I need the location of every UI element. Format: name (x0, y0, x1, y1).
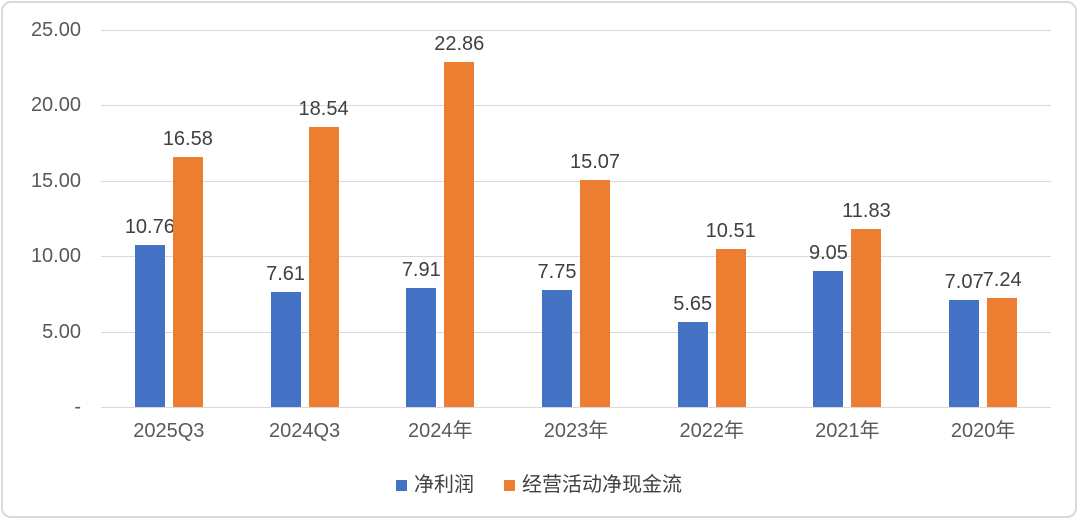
x-axis-category-label: 2024年 (408, 420, 473, 442)
legend: 净利润 经营活动净现金流 (3, 473, 1075, 497)
gridline (101, 256, 1051, 258)
net-profit-bar-2025Q3 (134, 244, 165, 407)
gridline (101, 331, 1051, 333)
operating-cash-flow-bar-2024Q3 (308, 127, 339, 407)
operating-cash-flow-bar-2023年 (580, 179, 610, 407)
net-profit-bar-2023年 (542, 290, 572, 407)
legend-item-net-profit: 净利润 (396, 473, 474, 497)
operating-cash-flow-bar-2022年 (715, 248, 746, 407)
net-profit-value-label: 7.07 (944, 271, 984, 294)
gridline (101, 105, 1051, 107)
gridline (101, 407, 1051, 408)
x-axis-category-label: 2023年 (543, 420, 609, 442)
y-axis-tick-label: 25.00 (30, 19, 81, 41)
operating-cash-flow-bar-2021年 (851, 228, 882, 407)
operating-cash-flow-value-label: 18.54 (298, 98, 349, 121)
net-profit-bar-2021年 (813, 270, 844, 407)
net-profit-value-label: 7.75 (537, 261, 577, 284)
legend-swatch-icon (504, 479, 515, 491)
net-profit-bar-2024年 (406, 287, 437, 407)
operating-cash-flow-bar-2024年 (444, 62, 475, 407)
gridline (101, 30, 1051, 31)
net-profit-value-label: 7.61 (266, 263, 306, 286)
operating-cash-flow-value-label: 11.83 (842, 199, 891, 222)
plot-area: 25.00 20.00 15.00 10.00 5.00 - 10.76 16.58 2025Q… (3, 3, 1075, 516)
operating-cash-flow-value-label: 15.07 (569, 150, 621, 173)
operating-cash-flow-bar-2025Q3 (172, 156, 203, 407)
net-profit-bar-2022年 (677, 321, 708, 407)
net-profit-value-label: 7.91 (401, 258, 441, 281)
net-profit-value-label: 5.65 (673, 292, 713, 315)
net-profit-value-label: 9.05 (808, 241, 848, 264)
legend-item-operating-cash-flow: 经营活动净现金流 (504, 473, 682, 497)
x-axis-category-label: 2022年 (679, 420, 744, 442)
x-axis-category-label: 2020年 (950, 420, 1016, 442)
y-axis-tick-label: 5.00 (42, 320, 81, 343)
operating-cash-flow-bar-2020年 (987, 297, 1018, 407)
operating-cash-flow-value-label: 16.58 (162, 127, 213, 150)
legend-label: 净利润 (414, 474, 474, 496)
operating-cash-flow-value-label: 22.86 (434, 33, 485, 56)
y-axis-tick-label: 20.00 (30, 94, 81, 117)
x-axis-category-label: 2024Q3 (268, 420, 341, 442)
net-profit-bar-2024Q3 (270, 292, 301, 407)
x-axis-category-label: 2025Q3 (133, 420, 205, 442)
net-profit-value-label: 10.76 (124, 215, 175, 238)
operating-cash-flow-value-label: 7.24 (982, 268, 1022, 291)
legend-swatch-icon (396, 479, 407, 491)
net-profit-bar-2020年 (949, 300, 980, 407)
legend-label: 经营活动净现金流 (522, 474, 682, 496)
gridline (101, 180, 1051, 182)
x-axis-category-label: 2021年 (815, 420, 880, 442)
y-axis-tick-label: 15.00 (30, 169, 81, 192)
y-axis-tick-label: - (74, 396, 81, 418)
operating-cash-flow-value-label: 10.51 (705, 219, 756, 242)
y-axis-tick-label: 10.00 (30, 245, 81, 268)
